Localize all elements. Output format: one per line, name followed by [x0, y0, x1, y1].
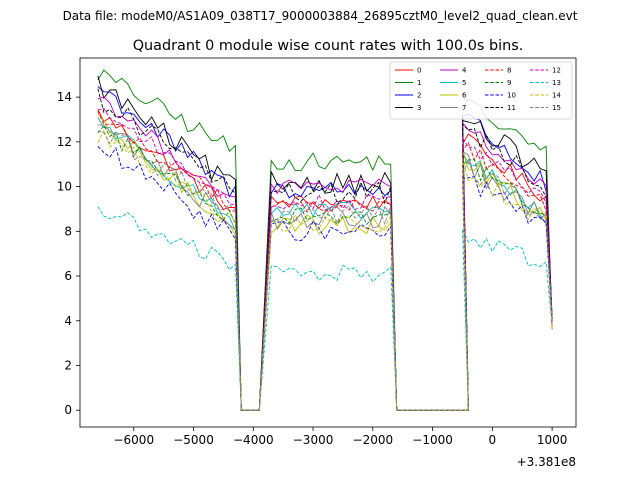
chart-suptitle: Data file: modeM0/AS1A09_038T17_90000038…	[63, 9, 578, 23]
series-line-1	[97, 69, 553, 411]
legend-label: 2	[417, 92, 421, 100]
legend-label: 9	[507, 79, 511, 87]
x-tick-label: −6000	[113, 433, 154, 447]
series-line-3	[97, 75, 553, 411]
x-tick-label: −4000	[233, 433, 274, 447]
y-tick-label: 0	[64, 403, 72, 417]
series-line-6	[97, 113, 553, 411]
plot-frame	[79, 57, 577, 428]
legend-label: 4	[462, 67, 467, 75]
x-tick-label: −2000	[353, 433, 394, 447]
legend-label: 5	[462, 79, 466, 87]
y-tick-label: 4	[64, 314, 72, 328]
series-line-14	[97, 128, 553, 411]
x-tick-label: −1000	[412, 433, 453, 447]
x-tick-label: 0	[489, 433, 497, 447]
legend-label: 10	[507, 92, 516, 100]
series-line-10	[97, 145, 553, 411]
y-tick-label: 14	[57, 90, 72, 104]
y-tick-label: 2	[64, 359, 72, 373]
series-line-8	[97, 111, 553, 411]
plot-area	[80, 58, 576, 427]
series-line-9	[97, 124, 553, 411]
legend-label: 3	[417, 104, 421, 112]
y-tick-label: 6	[64, 269, 72, 283]
legend-label: 6	[462, 92, 467, 100]
legend-label: 13	[552, 79, 561, 87]
legend-label: 1	[417, 79, 421, 87]
legend-label: 12	[552, 67, 561, 75]
legend-box	[389, 61, 573, 120]
y-tick-label: 10	[57, 180, 72, 194]
series-layer	[97, 69, 553, 411]
series-line-4	[97, 96, 553, 411]
y-tick-label: 8	[64, 224, 72, 238]
series-line-13	[97, 206, 553, 411]
axis-layer: −6000 −5000 −4000 −3000 −2000 −1000 0 1000 0 2 4 6 8…	[57, 90, 568, 447]
series-line-15	[97, 130, 553, 411]
chart-title: Quadrant 0 module wise count rates with …	[133, 38, 524, 54]
x-tick-label: −5000	[173, 433, 214, 447]
legend-label: 8	[507, 67, 511, 75]
x-offset-text: +3.381e8	[517, 455, 576, 469]
legend-label: 11	[507, 104, 516, 112]
legend-label: 14	[552, 92, 561, 100]
y-tick-label: 12	[57, 135, 72, 149]
series-line-12	[97, 107, 553, 411]
legend-label: 0	[417, 67, 421, 75]
legend-label: 7	[462, 104, 466, 112]
legend-label: 15	[552, 104, 561, 112]
x-tick-label: −3000	[293, 433, 334, 447]
x-tick-label: 1000	[537, 433, 568, 447]
series-line-7	[97, 124, 553, 411]
